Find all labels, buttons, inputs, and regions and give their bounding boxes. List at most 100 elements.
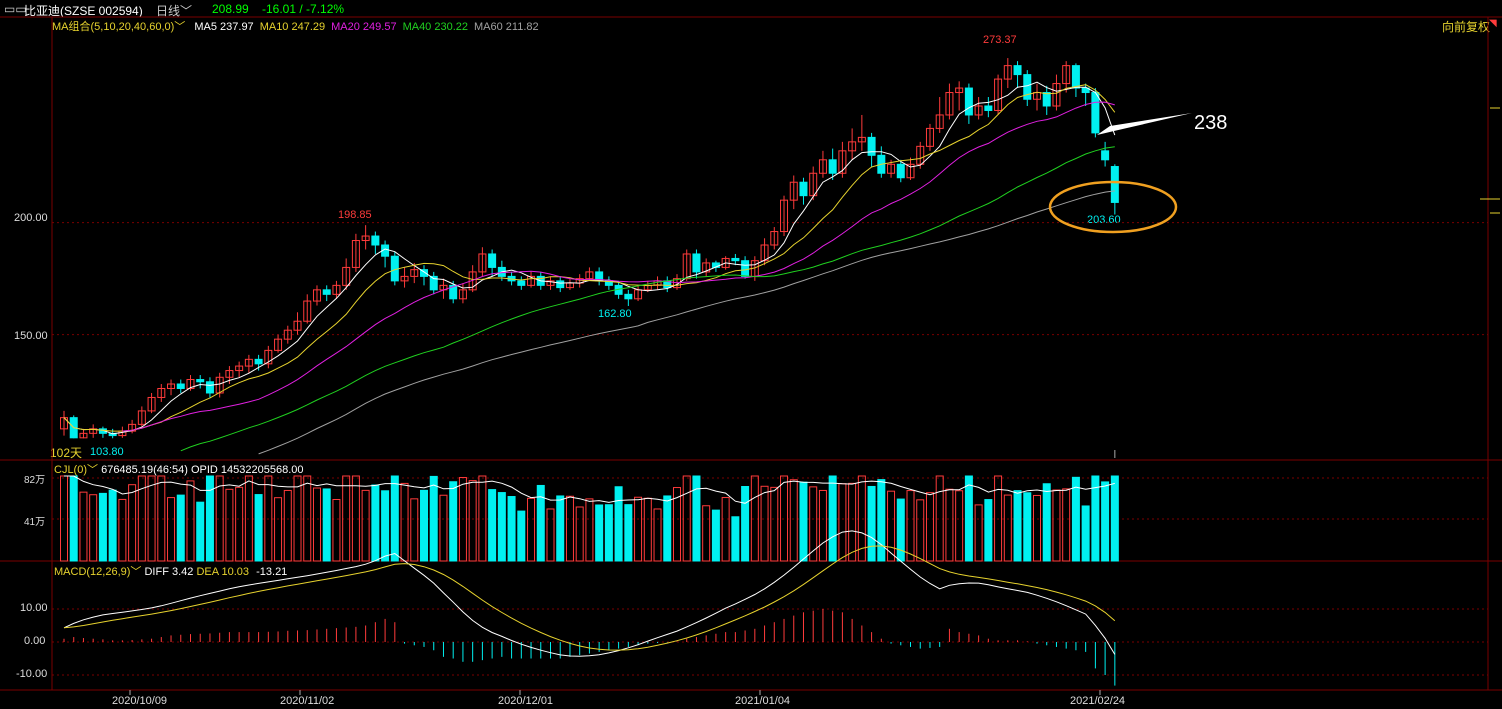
ma-legend-item: MA5 237.97 — [194, 21, 254, 33]
period-selector[interactable]: 日线﹀ — [156, 2, 192, 19]
volume-bar — [721, 497, 730, 562]
volume-bar — [488, 489, 497, 562]
volume-bar — [332, 499, 341, 562]
candle-body — [994, 78, 1003, 111]
volume-bar — [731, 516, 740, 562]
candle-body — [1071, 65, 1080, 89]
macd-tick-10: 10.00 — [20, 602, 48, 614]
volume-bar — [906, 490, 915, 562]
macd-title[interactable]: MACD(12,26,9) — [54, 566, 131, 578]
candle-body — [254, 358, 263, 365]
moving-average-line — [258, 190, 1115, 455]
candle-body — [546, 280, 555, 286]
chevron-down-icon[interactable]: ﹀ — [87, 464, 99, 476]
volume-bar — [546, 508, 555, 562]
candle-body — [429, 275, 438, 291]
volume-bar — [371, 484, 380, 562]
volume-bar — [215, 475, 224, 562]
volume-bar — [604, 504, 613, 562]
candle-body — [235, 365, 244, 372]
volume-bar — [780, 475, 789, 562]
arrow-annotation-label: 238 — [1194, 112, 1228, 134]
chevron-down-icon[interactable]: ﹀ — [174, 21, 186, 33]
volume-bar — [118, 498, 127, 562]
volume-bar — [653, 508, 662, 562]
candle-body — [390, 255, 399, 282]
volume-tick-41: 41万 — [24, 517, 46, 528]
volume-bar — [196, 501, 205, 562]
macd-tick-0: 0.00 — [24, 635, 46, 647]
volume-bar — [925, 492, 934, 562]
volume-bar — [186, 480, 195, 562]
volume-bar — [682, 475, 691, 562]
volume-bar — [585, 498, 594, 562]
candle-body — [322, 289, 331, 295]
volume-bar — [828, 475, 837, 562]
candle-body — [176, 383, 185, 389]
volume-bar — [663, 495, 672, 562]
corner-triangle-icon[interactable]: ◥ — [1489, 18, 1497, 29]
candle-body — [964, 87, 973, 116]
volume-bar — [672, 487, 681, 562]
volume-bar — [390, 475, 399, 562]
moving-average-line — [63, 84, 1116, 432]
volume-bar — [945, 488, 954, 562]
ma-legend: MA组合(5,10,20,40,60,0)﹀ MA5 237.97 MA10 24… — [52, 18, 539, 34]
candle-body — [585, 271, 594, 280]
macd-diff: DIFF 3.42 — [144, 566, 194, 578]
volume-bar — [527, 497, 536, 562]
high-price-label: 273.37 — [983, 34, 1017, 46]
highlight-ellipse — [1048, 180, 1178, 234]
volume-bar — [1091, 475, 1100, 562]
candle-body — [527, 275, 536, 286]
ma-legend-item: MA60 211.82 — [474, 21, 539, 33]
candle-body — [225, 370, 234, 378]
volume-bar — [916, 499, 925, 562]
candle-body — [955, 87, 964, 94]
volume-bar — [994, 475, 1003, 562]
volume-bar — [789, 479, 798, 562]
candle-body — [906, 163, 915, 179]
candle-body — [1013, 65, 1022, 76]
candle-body — [935, 114, 944, 129]
candle-body — [974, 105, 983, 116]
chevron-down-icon[interactable]: ﹀ — [130, 566, 142, 578]
volume-bar — [128, 484, 137, 562]
volume-bar — [322, 488, 331, 562]
moving-average-line — [180, 146, 1115, 452]
candle-body — [809, 172, 818, 197]
volume-bar — [955, 490, 964, 562]
window-icon[interactable]: ▭▭ — [4, 2, 27, 16]
volume-legend: CJL(0)﹀ 676485.19(46:54) OPID 1453220556… — [54, 461, 304, 477]
volume-bar — [1023, 492, 1032, 562]
candle-body — [420, 269, 429, 277]
candle-body — [848, 141, 857, 152]
volume-bar — [79, 491, 88, 562]
stock-name[interactable]: 比亚迪(SZSE 002594) — [24, 4, 143, 18]
volume-bar — [624, 504, 633, 562]
volume-bar — [634, 496, 643, 562]
candle-body — [283, 329, 292, 340]
ma-combo-label[interactable]: MA组合(5,10,20,40,60,0) — [52, 21, 175, 33]
price-change: -16.01 / -7.12% — [262, 2, 345, 16]
candle-body — [1062, 65, 1071, 85]
candle-body — [137, 410, 146, 425]
volume-bar — [1042, 483, 1051, 562]
volume-bar — [1013, 490, 1022, 562]
volume-bar — [1062, 488, 1071, 562]
volume-bar — [711, 509, 720, 562]
volume-title[interactable]: CJL(0) — [54, 464, 88, 476]
candle-body — [984, 105, 993, 111]
moving-average-line — [122, 101, 1115, 432]
low-price-label: 162.80 — [598, 308, 632, 320]
adjust-mode[interactable]: 向前复权 — [1442, 20, 1491, 34]
volume-bar — [935, 475, 944, 562]
volume-bar — [595, 504, 604, 562]
volume-bar — [643, 497, 652, 562]
volume-bar — [147, 475, 156, 562]
candle-body — [342, 266, 351, 286]
title-bar: ▭▭ 比亚迪(SZSE 002594) 日线﹀ 208.99 -16.01 / … — [0, 0, 1502, 34]
candle-body — [624, 293, 633, 300]
candle-body — [887, 163, 896, 174]
